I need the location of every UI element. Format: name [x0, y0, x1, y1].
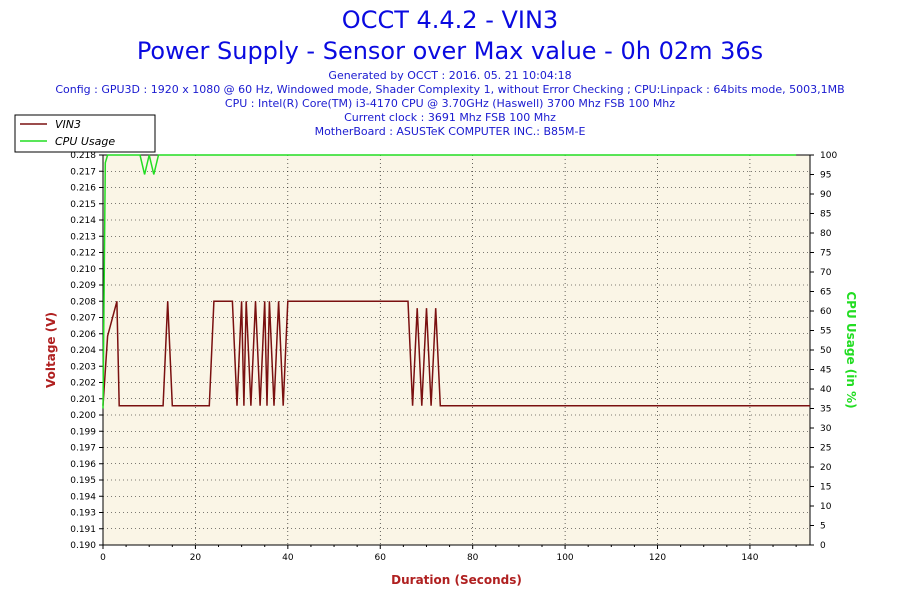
y-tick-label: 0.215: [70, 200, 96, 210]
y2-tick-label: 10: [820, 502, 832, 512]
y-tick-label: 0.199: [70, 427, 96, 437]
y2-tick-label: 55: [820, 327, 831, 337]
y-tick-label: 0.218: [70, 151, 96, 161]
x-tick-label: 0: [100, 553, 106, 563]
x-tick-label: 140: [741, 553, 758, 563]
y-tick-label: 0.208: [70, 297, 96, 307]
x-tick-label: 120: [649, 553, 666, 563]
info-motherboard: MotherBoard : ASUSTeK COMPUTER INC.: B85…: [314, 125, 586, 138]
x-tick-label: 100: [556, 553, 573, 563]
y-tick-label: 0.194: [70, 492, 96, 502]
y-tick-label: 0.190: [70, 541, 96, 551]
y-tick-label: 0.202: [70, 379, 96, 389]
y2-tick-label: 35: [820, 405, 831, 415]
x-tick-label: 40: [282, 553, 294, 563]
y2-tick-label: 100: [820, 151, 837, 161]
y-tick-label: 0.213: [70, 232, 96, 242]
info-config: Config : GPU3D : 1920 x 1080 @ 60 Hz, Wi…: [55, 83, 845, 96]
y-tick-label: 0.197: [70, 444, 96, 454]
x-tick-label: 20: [190, 553, 202, 563]
y2-tick-label: 60: [820, 307, 832, 317]
series-line-cpu-usage: [102, 154, 797, 409]
y2-tick-label: 50: [820, 346, 832, 356]
legend: VIN3 CPU Usage: [14, 114, 156, 153]
y-tick-label: 0.203: [70, 362, 96, 372]
x-tick-label: 60: [375, 553, 387, 563]
y2-tick-label: 0: [820, 541, 826, 551]
y-tick-label: 0.200: [70, 411, 96, 421]
y2-tick-label: 45: [820, 366, 831, 376]
y2-tick-label: 70: [820, 268, 832, 278]
x-axis-label: Duration (Seconds): [391, 573, 522, 587]
y-tick-label: 0.214: [70, 216, 96, 226]
legend-label: CPU Usage: [55, 135, 115, 148]
y-tick-label: 0.210: [70, 265, 96, 275]
y-tick-label: 0.193: [70, 509, 96, 519]
y2-tick-label: 25: [820, 444, 831, 454]
y-tick-label: 0.191: [70, 525, 96, 535]
y-tick-label: 0.201: [70, 395, 96, 405]
info-cpu: CPU : Intel(R) Core(TM) i3-4170 CPU @ 3.…: [224, 97, 676, 110]
y-tick-label: 0.196: [70, 460, 96, 470]
y2-axis-label: CPU Usage (in %): [844, 291, 858, 408]
plot-area: [102, 154, 811, 546]
y2-tick-label: 95: [820, 171, 831, 181]
y-tick-label: 0.216: [70, 184, 96, 194]
y2-tick-label: 90: [820, 190, 832, 200]
info-generated: Generated by OCCT : 2016. 05. 21 10:04:1…: [328, 69, 572, 82]
y-tick-label: 0.209: [70, 281, 96, 291]
y2-tick-label: 85: [820, 210, 831, 220]
y-tick-label: 0.217: [70, 167, 96, 177]
chart-title: OCCT 4.4.2 - VIN3: [341, 6, 559, 34]
series-line-vin3: [102, 300, 810, 407]
y2-tick-label: 65: [820, 288, 831, 298]
y2-tick-label: 20: [820, 463, 832, 473]
y2-tick-label: 30: [820, 424, 832, 434]
legend-box: [14, 114, 156, 153]
y2-tick-label: 75: [820, 249, 831, 259]
legend-label: VIN3: [55, 118, 81, 131]
y-axis-label: Voltage (V): [44, 312, 58, 388]
y2-tick-label: 80: [820, 229, 832, 239]
y2-tick-label: 5: [820, 522, 826, 532]
y2-tick-label: 15: [820, 483, 831, 493]
y-tick-label: 0.207: [70, 314, 96, 324]
x-tick-label: 80: [467, 553, 479, 563]
y-tick-label: 0.206: [70, 330, 96, 340]
y-tick-label: 0.195: [70, 476, 96, 486]
info-clock: Current clock : 3691 Mhz FSB 100 Mhz: [344, 111, 556, 124]
chart-subtitle: Power Supply - Sensor over Max value - 0…: [136, 37, 764, 65]
y2-tick-label: 40: [820, 385, 832, 395]
y-tick-label: 0.204: [70, 346, 96, 356]
y-tick-label: 0.212: [70, 249, 96, 259]
